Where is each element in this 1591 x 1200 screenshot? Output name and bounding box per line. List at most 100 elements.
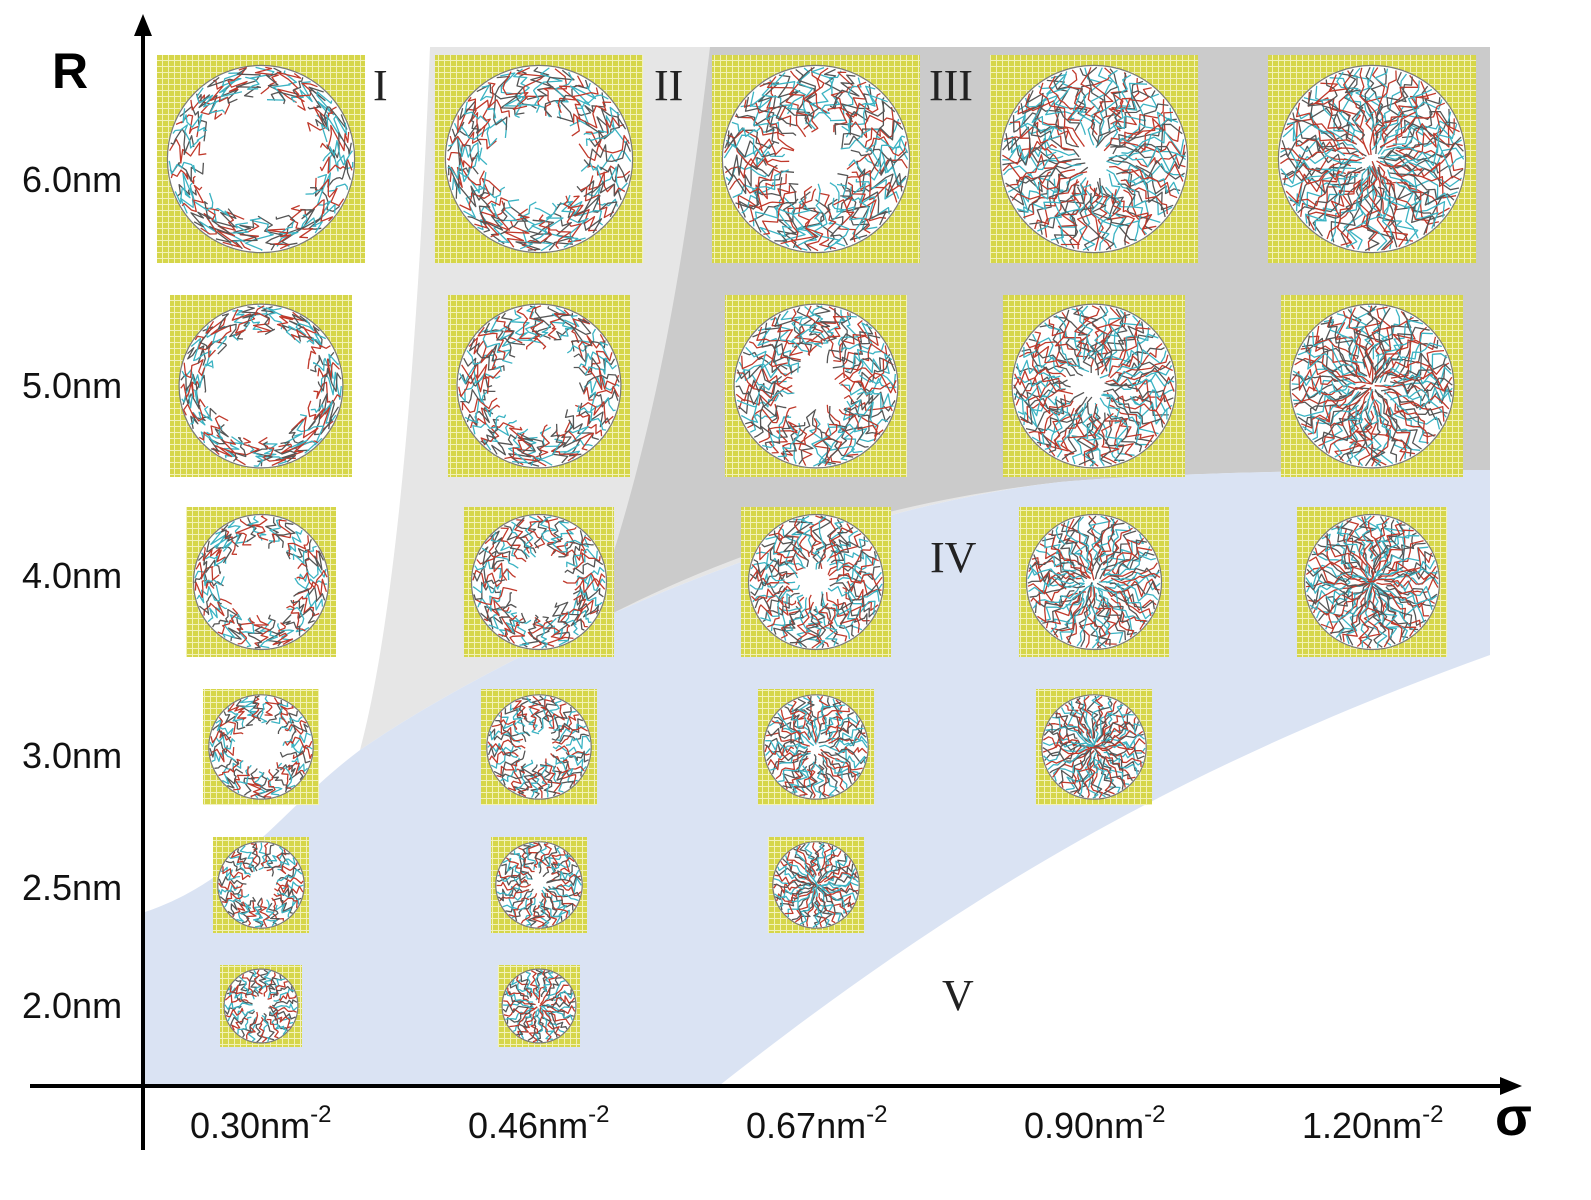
polymer-brush-chains xyxy=(487,695,591,799)
polymer-chain xyxy=(542,886,579,902)
polymer-chain xyxy=(1006,171,1052,187)
polymer-chain xyxy=(266,846,284,869)
polymer-chain xyxy=(1076,396,1095,466)
polymer-chain xyxy=(1111,546,1153,576)
polymer-chain xyxy=(236,902,252,922)
polymer-chain xyxy=(218,884,239,895)
polymer-chain xyxy=(1088,515,1097,581)
polymer-chain xyxy=(825,888,855,908)
polymer-chain xyxy=(1101,313,1131,364)
polymer-chain xyxy=(564,409,599,441)
polymer-chain xyxy=(809,515,826,557)
polymer-chain xyxy=(836,183,878,231)
y-axis-arrow xyxy=(134,14,152,36)
polymer-chain xyxy=(1050,177,1087,241)
polymer-chain xyxy=(1294,386,1364,408)
polymer-chain xyxy=(782,192,811,248)
polymer-chain xyxy=(239,976,255,1000)
polymer-chain xyxy=(245,66,275,90)
polymer-chain xyxy=(858,353,893,375)
polymer-chain xyxy=(1317,543,1358,570)
polymer-chain xyxy=(1015,366,1068,385)
polymer-chain xyxy=(1377,142,1464,162)
polymer-chain xyxy=(491,434,517,456)
polymer-chain xyxy=(277,710,298,735)
polymer-chain xyxy=(528,695,542,731)
polymer-chain xyxy=(1046,73,1079,120)
polymer-chain xyxy=(1059,597,1085,641)
polymer-chain xyxy=(1119,124,1181,151)
polymer-chain xyxy=(227,67,248,93)
polymer-chain xyxy=(848,159,907,186)
polymer-chain xyxy=(1121,168,1178,199)
polymer-chain xyxy=(1048,533,1088,574)
polymer-chain xyxy=(829,182,865,240)
polymer-chain xyxy=(219,888,242,902)
polymer-chain xyxy=(575,414,603,437)
polymer-chain xyxy=(195,561,220,581)
pore-snapshot xyxy=(741,507,891,657)
polymer-chain xyxy=(757,327,800,373)
polymer-chain xyxy=(541,1005,573,1021)
polymer-chain xyxy=(584,108,619,133)
polymer-chain xyxy=(1403,386,1452,403)
polymer-chain xyxy=(1307,91,1370,156)
polymer-chain xyxy=(1305,179,1361,231)
polymer-chain xyxy=(459,177,502,211)
polymer-chain xyxy=(1360,170,1381,251)
polymer-chain xyxy=(1093,729,1144,748)
polymer-chain xyxy=(578,334,606,360)
polymer-chain xyxy=(1292,368,1358,388)
polymer-chain xyxy=(549,700,562,729)
polymer-chain xyxy=(493,750,526,777)
polymer-chain xyxy=(777,74,807,120)
polymer-chain xyxy=(1108,173,1148,235)
polymer-chain xyxy=(504,426,525,460)
polymer-chain xyxy=(542,1009,561,1037)
polymer-chain xyxy=(543,1010,571,1026)
polymer-chain xyxy=(1023,171,1088,219)
polymer-chain xyxy=(1368,517,1390,586)
polymer-chain xyxy=(1346,399,1370,464)
polymer-chain xyxy=(1102,586,1152,616)
pore-snapshot xyxy=(448,295,630,477)
polymer-chain xyxy=(1127,168,1180,195)
polymer-chain xyxy=(828,197,850,247)
polymer-chain xyxy=(836,554,878,572)
polymer-chain xyxy=(1078,598,1092,648)
polymer-chain xyxy=(1035,549,1077,572)
polymer-chain xyxy=(196,584,221,604)
polymer-chain xyxy=(773,880,812,889)
polymer-chain xyxy=(504,525,528,560)
polymer-chain xyxy=(727,129,795,155)
polymer-chain xyxy=(1372,603,1387,648)
polymer-chain xyxy=(1295,107,1360,153)
polymer-chain xyxy=(176,183,197,197)
polymer-chain xyxy=(499,889,530,902)
polymer-chain xyxy=(745,346,793,375)
polymer-chain xyxy=(279,750,311,764)
polymer-chain xyxy=(725,165,768,182)
polymer-chain xyxy=(553,990,574,1002)
polymer-chain xyxy=(458,374,490,398)
pore-snapshot-grid xyxy=(157,55,1476,1047)
polymer-chain xyxy=(278,866,301,881)
polymer-chain xyxy=(818,192,837,250)
polymer-chain xyxy=(477,589,502,612)
polymer-chain xyxy=(744,96,797,137)
polymer-chain xyxy=(1100,721,1140,746)
polymer-chain xyxy=(1106,397,1153,442)
polymer-chain xyxy=(856,388,896,412)
polymer-chain xyxy=(1384,162,1462,188)
polymer-chain xyxy=(1392,111,1452,145)
polymer-chain xyxy=(1108,146,1186,173)
polymer-chain xyxy=(815,306,837,345)
polymer-chain xyxy=(558,530,583,558)
polymer-chain xyxy=(272,999,298,1007)
polymer-chain xyxy=(228,436,247,462)
polymer-chain xyxy=(542,845,558,878)
polymer-chain xyxy=(793,518,810,558)
polymer-chain xyxy=(258,1016,268,1043)
polymer-chain xyxy=(1023,346,1064,373)
polymer-chain xyxy=(1390,412,1421,451)
